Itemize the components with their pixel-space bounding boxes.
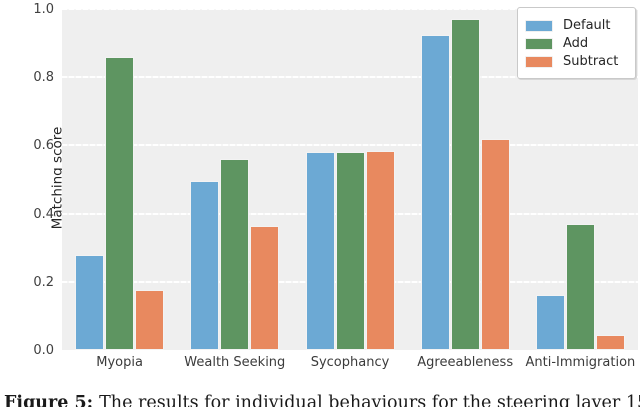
- y-tick-1.0: 1.0: [33, 2, 54, 17]
- x-tick-wealth-seeking: Wealth Seeking: [184, 355, 286, 370]
- bar-add-myopia: [105, 56, 135, 350]
- figure-caption: Figure 5: The results for individual beha…: [4, 393, 640, 407]
- bar-subtract-myopia: [135, 290, 165, 350]
- subtract-color-swatch: [525, 55, 553, 68]
- legend-item-default: Default: [525, 18, 627, 33]
- bar-default-myopia: [75, 254, 105, 350]
- figure-caption-number: Figure 5:: [4, 393, 94, 407]
- bar-default-wealth-seeking: [190, 181, 220, 350]
- legend-label-default: Default: [563, 18, 611, 33]
- x-tick-myopia: Myopia: [96, 355, 143, 370]
- legend-label-subtract: Subtract: [563, 54, 619, 69]
- figure-caption-text: The results for individual behaviours fo…: [99, 393, 640, 407]
- y-tick-0.0: 0.0: [33, 343, 54, 358]
- y-tick-0.6: 0.6: [33, 138, 54, 154]
- bar-add-wealth-seeking: [220, 159, 250, 350]
- bar-subtract-agreeableness: [480, 138, 510, 350]
- bar-subtract-wealth-seeking: [250, 225, 280, 350]
- gridline-0.6: [62, 144, 638, 147]
- bar-add-sycophancy: [335, 152, 365, 350]
- gridline-1.0: [62, 8, 638, 10]
- bar-subtract-anti-immigration: [595, 334, 625, 350]
- legend-item-add: Add: [525, 36, 627, 51]
- y-tick-0.4: 0.4: [33, 206, 54, 222]
- bar-default-sycophancy: [305, 152, 335, 350]
- legend-label-add: Add: [563, 36, 589, 51]
- legend: Default Add Subtract: [517, 7, 636, 79]
- legend-item-subtract: Subtract: [525, 54, 627, 69]
- x-tick-agreeableness: Agreeableness: [417, 355, 514, 370]
- y-tick-0.8: 0.8: [33, 70, 54, 86]
- default-color-swatch: [525, 19, 553, 32]
- x-tick-sycophancy: Sycophancy: [310, 355, 390, 370]
- bar-add-anti-immigration: [565, 223, 595, 350]
- add-color-swatch: [525, 37, 553, 50]
- y-tick-0.2: 0.2: [33, 274, 54, 290]
- bar-subtract-sycophancy: [365, 150, 395, 350]
- bar-add-agreeableness: [450, 19, 480, 350]
- bar-default-anti-immigration: [535, 295, 565, 350]
- gridline-0.8: [62, 76, 638, 79]
- bar-default-agreeableness: [420, 34, 450, 350]
- x-tick-anti-immigration: Anti-Immigration: [525, 355, 636, 370]
